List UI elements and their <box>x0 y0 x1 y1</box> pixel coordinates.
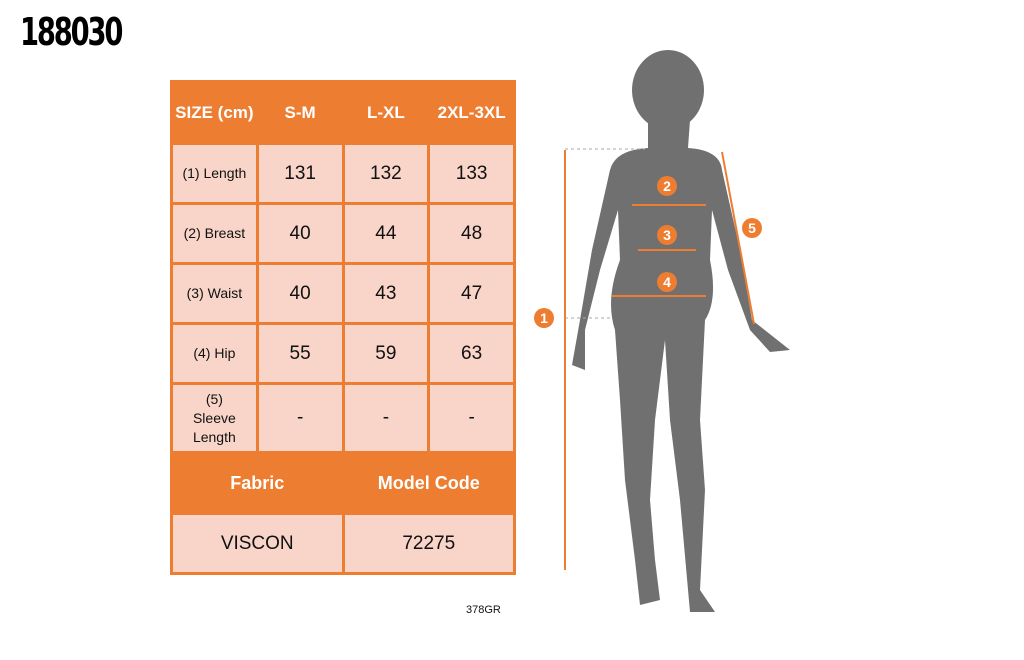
body-measurement-figure: 1 2 3 4 5 <box>534 50 790 612</box>
cell: 59 <box>341 322 431 385</box>
cell: - <box>255 382 345 454</box>
silhouette <box>572 50 790 612</box>
cell: 40 <box>255 202 345 265</box>
table-row: (5) Sleeve Length - - - <box>170 382 516 454</box>
marker-4: 4 <box>663 274 671 290</box>
row-label: (5) Sleeve Length <box>170 382 259 454</box>
cell: 48 <box>427 202 516 265</box>
marker-3: 3 <box>663 227 671 243</box>
header-cell: L-XL <box>341 80 431 145</box>
fabric-value: VISCON <box>170 512 345 575</box>
cell: 133 <box>427 142 516 205</box>
model-code-value: 72275 <box>341 512 516 575</box>
model-code-header: Model Code <box>341 451 516 515</box>
product-code: 188030 <box>20 10 123 54</box>
reference-code: 378GR <box>466 604 501 616</box>
table-row: (4) Hip 55 59 63 <box>170 322 516 385</box>
table-row: (3) Waist 40 43 47 <box>170 262 516 325</box>
row-label: (1) Length <box>170 142 259 205</box>
header-cell: 2XL-3XL <box>427 80 516 145</box>
footer-row: VISCON 72275 <box>170 512 516 575</box>
fabric-header: Fabric <box>170 451 345 515</box>
cell: 47 <box>427 262 516 325</box>
footer-header: Fabric Model Code <box>170 451 516 515</box>
cell: 43 <box>341 262 431 325</box>
row-label: (3) Waist <box>170 262 259 325</box>
table-header: SIZE (cm) S-M L-XL 2XL-3XL <box>170 80 516 145</box>
header-cell: S-M <box>255 80 345 145</box>
header-cell: SIZE (cm) <box>170 80 259 145</box>
marker-2: 2 <box>663 178 671 194</box>
size-table: SIZE (cm) S-M L-XL 2XL-3XL (1) Length 13… <box>170 80 516 575</box>
cell: 131 <box>255 142 345 205</box>
table-row: (1) Length 131 132 133 <box>170 142 516 205</box>
cell: 55 <box>255 322 345 385</box>
row-label: (2) Breast <box>170 202 259 265</box>
measurement-lines <box>564 150 755 570</box>
table-row: (2) Breast 40 44 48 <box>170 202 516 265</box>
cell: - <box>427 382 516 454</box>
cell: 44 <box>341 202 431 265</box>
row-label: (4) Hip <box>170 322 259 385</box>
cell: - <box>341 382 431 454</box>
marker-1: 1 <box>540 310 548 326</box>
cell: 40 <box>255 262 345 325</box>
marker-circles <box>534 176 762 328</box>
cell: 132 <box>341 142 431 205</box>
marker-5: 5 <box>748 220 756 236</box>
cell: 63 <box>427 322 516 385</box>
